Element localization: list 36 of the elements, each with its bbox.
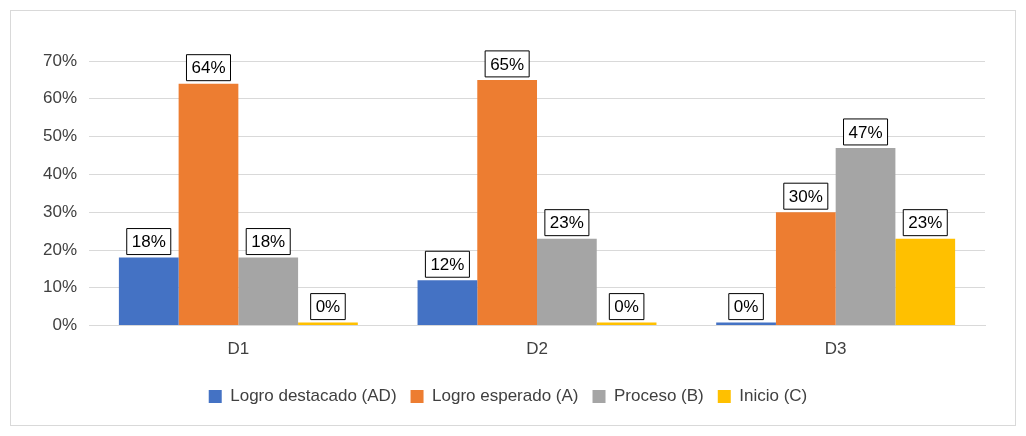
y-tick-label: 70%: [42, 50, 78, 70]
y-tick-label: 60%: [42, 88, 78, 108]
data-label: 0%: [315, 297, 341, 317]
x-tick-label: D3: [824, 339, 847, 359]
bar: [895, 238, 956, 326]
y-tick-label: 10%: [42, 277, 78, 297]
legend-label: Proceso (B): [614, 386, 704, 406]
legend-label: Inicio (C): [739, 386, 808, 406]
y-tick-label: 20%: [42, 239, 78, 259]
data-label: 12%: [430, 254, 465, 274]
legend-label: Logro destacado (AD): [230, 386, 397, 406]
data-label: 18%: [131, 232, 166, 252]
y-tick-label: 40%: [42, 164, 78, 184]
data-label: 23%: [908, 213, 943, 233]
legend-label: Logro esperado (A): [432, 386, 579, 406]
bar: [178, 83, 239, 326]
bar: [775, 212, 836, 326]
data-label: 64%: [191, 58, 226, 78]
y-tick-label: 30%: [42, 201, 78, 221]
data-label: 0%: [614, 297, 639, 317]
bar: [118, 257, 179, 326]
data-label: 65%: [490, 54, 525, 74]
x-tick-label: D1: [227, 339, 250, 359]
x-tick-label: D2: [526, 339, 548, 359]
bar: [835, 147, 896, 326]
bar: [238, 257, 299, 326]
bar: [477, 79, 538, 326]
bar: [417, 280, 478, 326]
data-label: 18%: [251, 232, 286, 252]
data-label: 23%: [549, 213, 584, 233]
bar: [537, 238, 597, 326]
data-label: 0%: [733, 297, 759, 317]
data-label: 30%: [788, 186, 823, 206]
y-tick-label: 50%: [42, 126, 78, 146]
y-tick-label: 0%: [52, 315, 78, 335]
data-label: 47%: [848, 122, 883, 142]
